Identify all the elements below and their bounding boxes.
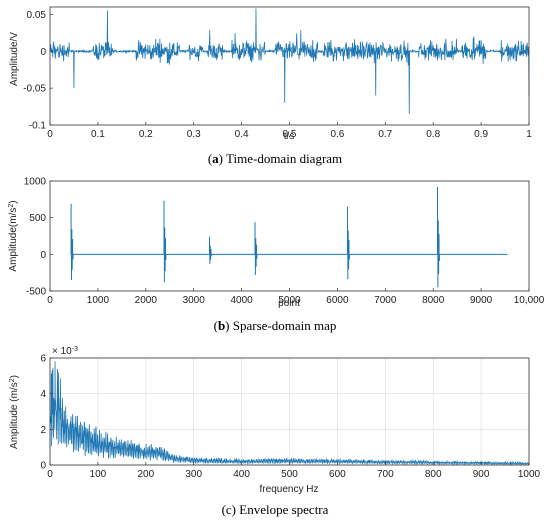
- a-x-tick-label: 0.8: [426, 129, 440, 140]
- a-y-tick-label: 0.05: [27, 10, 47, 21]
- b-x-tick-label: 3000: [183, 295, 206, 306]
- panel-b: 0 1000 2000 3000 4000 5000 6000 7000 8000 9000 10,…: [8, 177, 545, 334]
- a-x-tick-label: 0.7: [378, 129, 392, 140]
- c-x-tick-label: 600: [329, 469, 346, 480]
- b-sparse-line: [70, 186, 508, 288]
- a-y-axis-label: Amplitude/V: [9, 32, 20, 86]
- c-x-tick-label: 1000: [518, 469, 541, 480]
- a-plot-frame: [49, 6, 530, 126]
- c-x-tick-label: 700: [377, 469, 394, 480]
- b-caption: (b) Sparse-domain map: [214, 318, 337, 333]
- b-x-tick-label: 0: [47, 295, 53, 306]
- a-signal-line: [49, 8, 530, 114]
- b-x-tick-label: 10,000: [514, 295, 545, 306]
- c-y-tick-label: 4: [40, 389, 46, 400]
- a-x-tick-label: 1: [526, 129, 532, 140]
- b-x-axis-label: point: [278, 298, 300, 309]
- b-caption-letter: b: [218, 318, 225, 333]
- b-y-axis-label: Amplitude(m/s2): [8, 200, 20, 271]
- b-x-tick-label: 1000: [87, 295, 110, 306]
- a-x-tick-label: 0.2: [139, 129, 153, 140]
- b-y-tick-label: 1000: [24, 177, 47, 188]
- c-x-ticks: 0 100 200 300 400 500 600 700 800 900 1000: [47, 462, 541, 480]
- b-x-tick-label: 4000: [230, 295, 253, 306]
- b-x-tick-label: 6000: [326, 295, 349, 306]
- b-plot-frame: [49, 180, 530, 292]
- c-caption: (c) Envelope spectra: [222, 502, 329, 517]
- a-x-tick-label: 0: [47, 129, 53, 140]
- c-y-ticks: 0 2 4 6: [40, 354, 53, 472]
- c-y-tick-label: 6: [40, 354, 46, 365]
- b-x-tick-label: 2000: [135, 295, 158, 306]
- a-x-tick-label: 0.3: [187, 129, 201, 140]
- a-x-tick-label: 0.4: [235, 129, 249, 140]
- c-exponent-label: × 10-3: [52, 346, 78, 358]
- a-y-ticks: -0.1 -0.05 0 0.05: [23, 10, 53, 132]
- a-caption-text: Time-domain diagram: [223, 151, 342, 166]
- b-x-tick-label: 9000: [470, 295, 493, 306]
- c-x-tick-label: 500: [281, 469, 298, 480]
- c-exponent-base: × 10: [52, 346, 72, 357]
- c-x-tick-label: 800: [425, 469, 442, 480]
- a-x-axis-label: t/s: [284, 131, 295, 142]
- a-x-tick-label: 0.1: [91, 129, 105, 140]
- c-exponent-power: -3: [72, 346, 78, 353]
- c-x-axis-label: frequency Hz: [260, 484, 319, 495]
- a-y-tick-label: -0.1: [29, 121, 47, 132]
- b-y-label-sup: 2: [8, 204, 15, 208]
- c-y-label-close: ): [9, 375, 20, 378]
- a-x-tick-label: 0.9: [474, 129, 488, 140]
- c-x-tick-label: 300: [185, 469, 202, 480]
- c-y-axis-label: Amplitude (m/s2): [9, 375, 21, 449]
- c-x-tick-label: 900: [473, 469, 490, 480]
- a-x-ticks: 0 0.1 0.2 0.3 0.4 0.5 0.6 0.7 0.8 0.9 1: [47, 122, 532, 140]
- a-x-tick-label: 0.6: [330, 129, 344, 140]
- panel-a: 0 0.1 0.2 0.3 0.4 0.5 0.6 0.7 0.8 0.9 1 -0.1 -0.05 0…: [9, 6, 532, 166]
- b-x-tick-label: 7000: [374, 295, 397, 306]
- c-y-tick-label: 0: [40, 461, 46, 472]
- c-spectrum-line: [49, 361, 530, 466]
- b-y-tick-label: -500: [26, 287, 46, 298]
- c-x-tick-label: 200: [137, 469, 154, 480]
- panel-c: 0 100 200 300 400 500 600 700 800 900 1000 0 2 4 6 × …: [9, 346, 541, 518]
- a-x-tick-label: 0.5: [283, 129, 297, 140]
- b-y-tick-label: 0: [40, 250, 46, 261]
- c-x-tick-label: 400: [233, 469, 250, 480]
- b-y-ticks: -500 0 500 1000: [24, 177, 53, 298]
- c-y-label-sup: 2: [9, 378, 16, 382]
- a-y-tick-label: 0: [40, 47, 46, 58]
- b-caption-text: Sparse-domain map: [230, 318, 337, 333]
- c-x-tick-label: 100: [90, 469, 107, 480]
- b-x-tick-label: 5000: [278, 295, 301, 306]
- a-y-tick-label: -0.05: [23, 84, 46, 95]
- a-caption: (a) Time-domain diagram: [208, 151, 342, 166]
- b-y-label-main: Amplitude(m/s: [8, 208, 19, 272]
- b-x-ticks: 0 1000 2000 3000 4000 5000 6000 7000 8000 9000 10,…: [47, 288, 545, 306]
- a-caption-letter: a: [212, 151, 219, 166]
- c-x-tick-label: 0: [47, 469, 53, 480]
- b-x-tick-label: 8000: [422, 295, 445, 306]
- c-y-label-main: Amplitude (m/s: [9, 382, 20, 449]
- b-y-label-close: ): [8, 200, 19, 203]
- c-y-tick-label: 2: [40, 425, 46, 436]
- b-y-tick-label: 500: [29, 213, 46, 224]
